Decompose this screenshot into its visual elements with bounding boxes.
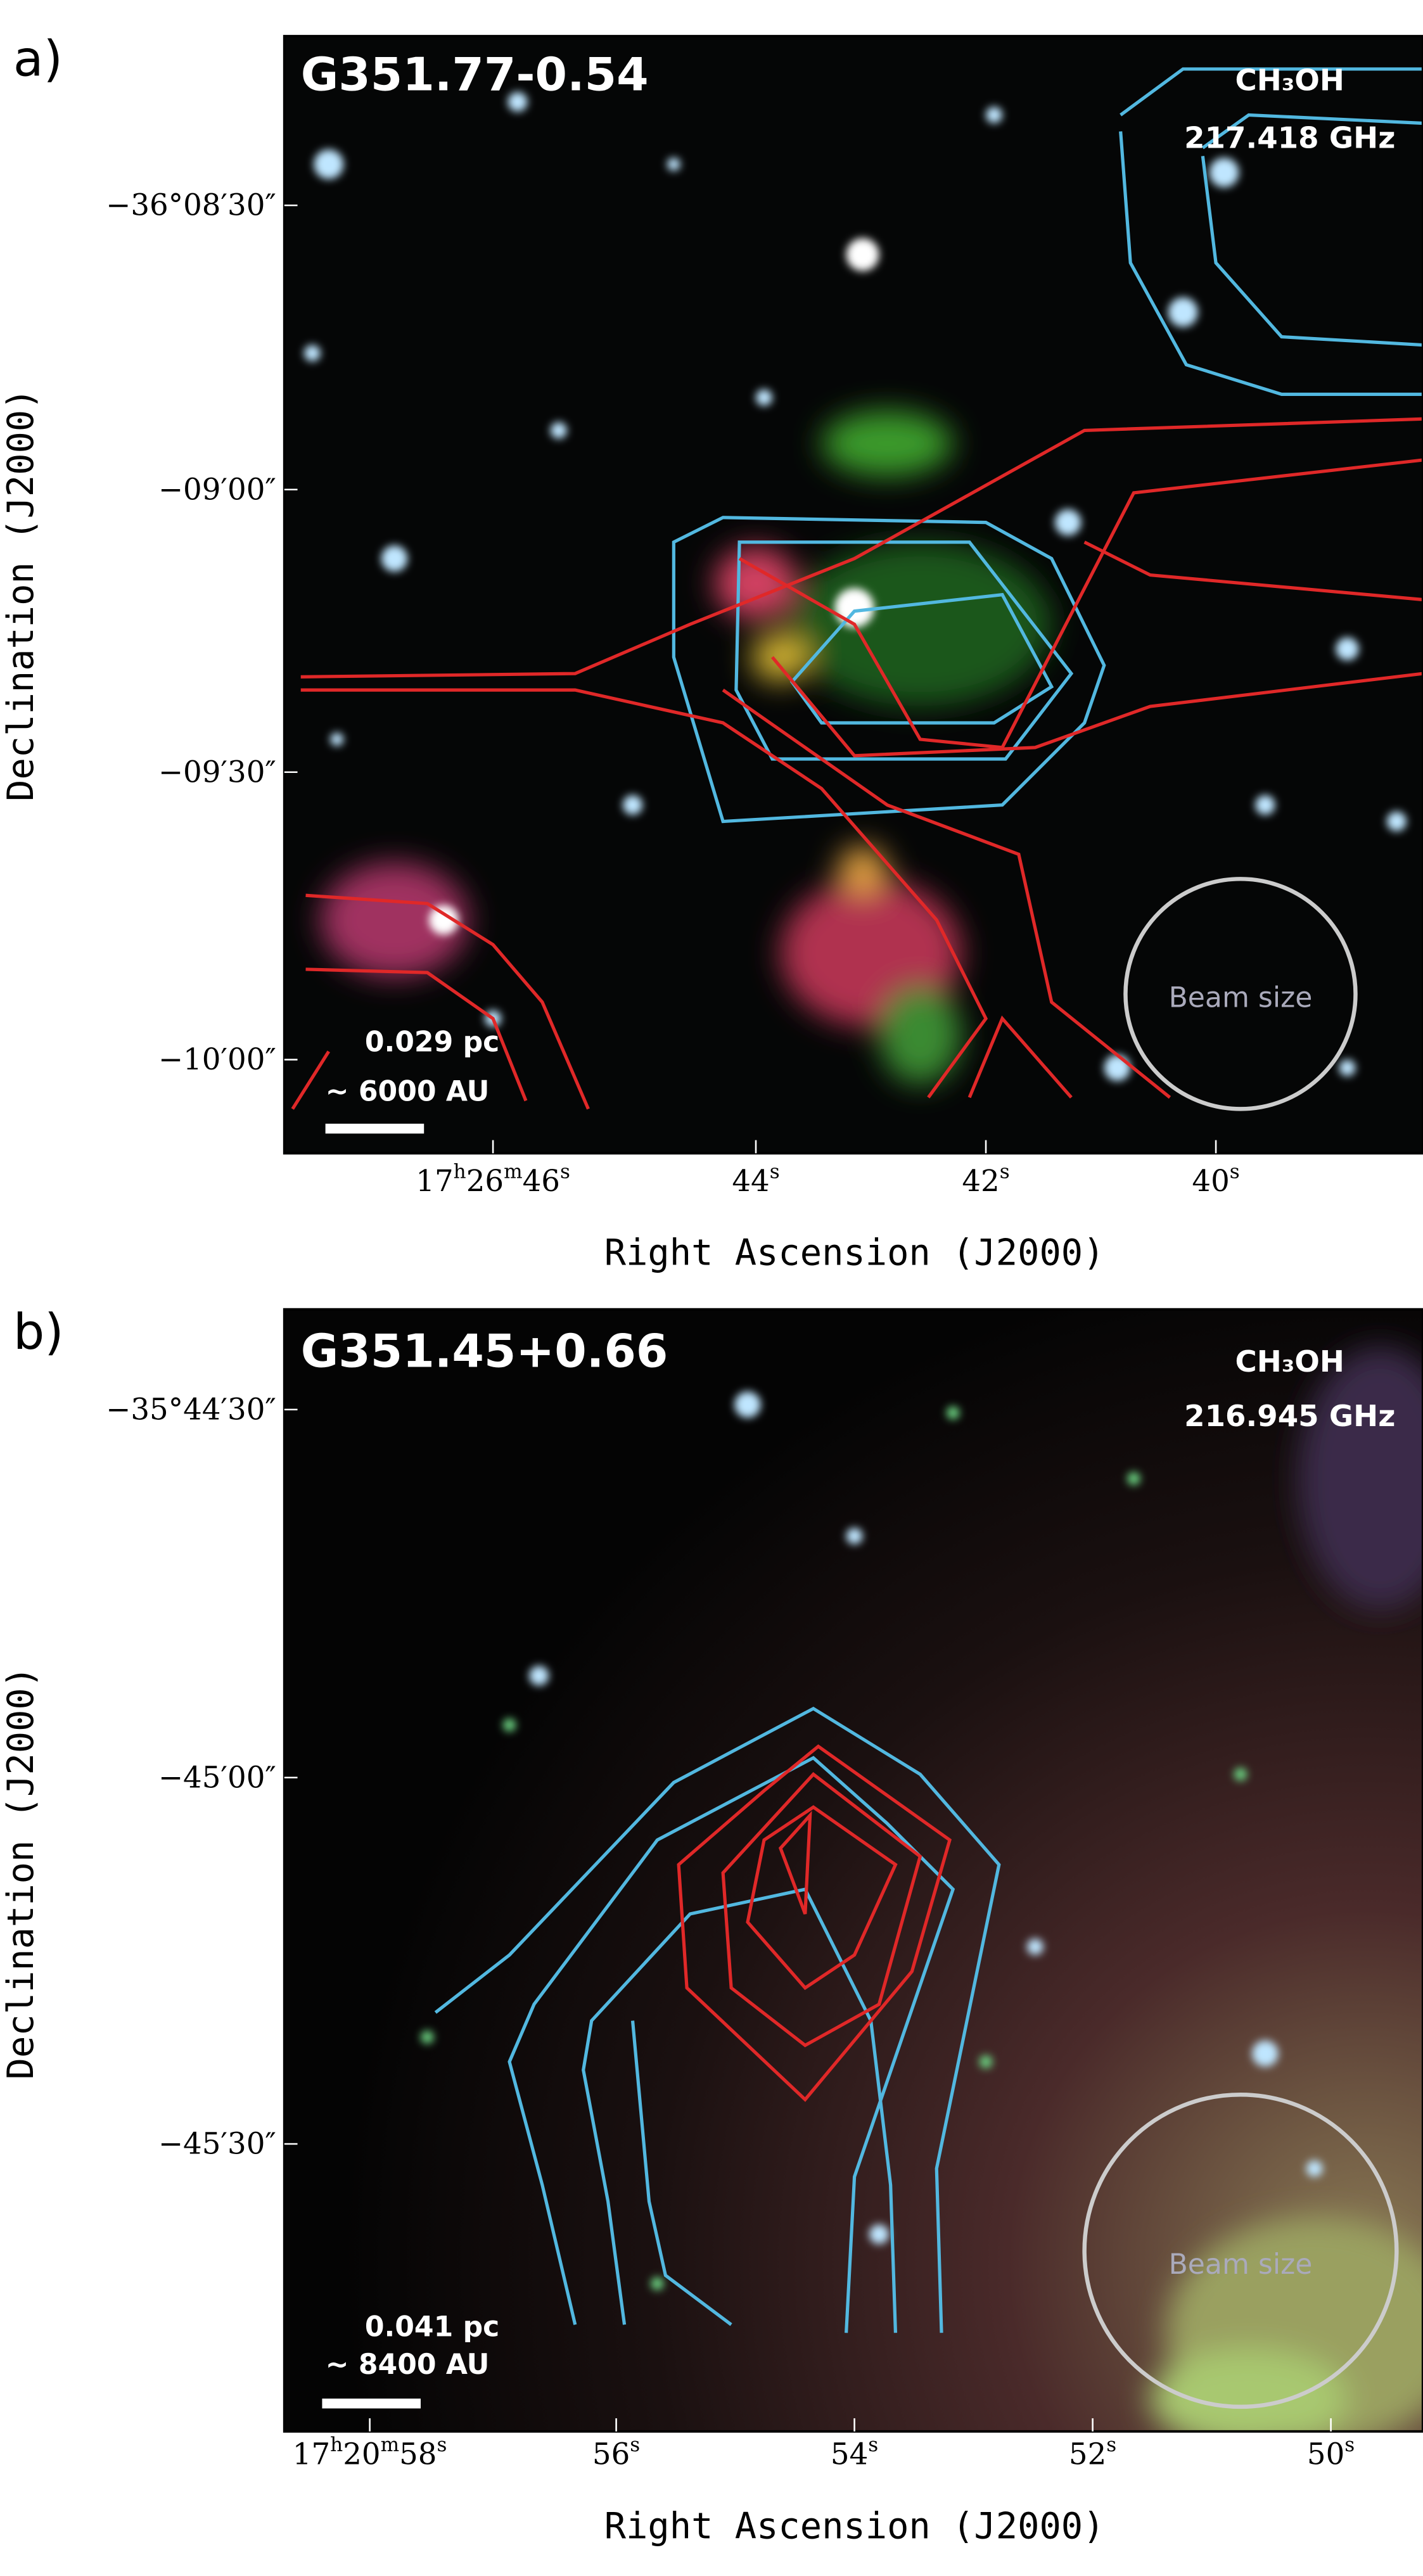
tick-unit: s bbox=[630, 2433, 640, 2456]
y-tick-label: −36°08′30″ bbox=[106, 189, 276, 223]
panel-label: b) bbox=[13, 1304, 64, 1361]
y-axis-label: Declination (J2000) bbox=[0, 388, 42, 801]
tick-unit: s bbox=[1106, 2433, 1116, 2456]
tick-number: 26 bbox=[466, 1164, 504, 1199]
x-axis-label: Right Ascension (J2000) bbox=[604, 1232, 1105, 1274]
frequency: 216.945 GHz bbox=[1184, 1400, 1395, 1434]
tick-unit: m bbox=[504, 1160, 523, 1183]
frequency: 217.418 GHz bbox=[1184, 121, 1395, 155]
tick-number: 17 bbox=[416, 1164, 453, 1199]
image-b bbox=[284, 1309, 1423, 2432]
tick-number: 50 bbox=[1307, 2438, 1344, 2472]
tick-unit: m bbox=[381, 2433, 400, 2456]
tick-unit: s bbox=[437, 2433, 447, 2456]
x-tick-label: 50s bbox=[1307, 2433, 1355, 2472]
x-tick-label: 44s bbox=[732, 1160, 779, 1199]
molecule: CH₃OH bbox=[1235, 64, 1344, 98]
tick-unit: s bbox=[868, 2433, 878, 2456]
beam-label: Beam size bbox=[1169, 2248, 1313, 2281]
y-tick-label: −45′30″ bbox=[158, 2127, 276, 2162]
y-tick-label: −10′00″ bbox=[158, 1043, 276, 1077]
x-tick-label: 54s bbox=[831, 2433, 878, 2472]
molecule: CH₃OH bbox=[1235, 1345, 1344, 1379]
panel-label: a) bbox=[13, 30, 63, 87]
x-tick-label: 52s bbox=[1069, 2433, 1116, 2472]
scale-pc: 0.029 pc bbox=[365, 1026, 499, 1059]
tick-unit: s bbox=[1000, 1160, 1010, 1183]
tick-number: 20 bbox=[343, 2438, 380, 2472]
y-axis-label: Declination (J2000) bbox=[0, 1666, 42, 2079]
source-name: G351.77-0.54 bbox=[301, 49, 649, 102]
tick-unit: s bbox=[1344, 2433, 1355, 2456]
x-tick-label: 56s bbox=[592, 2433, 640, 2472]
tick-number: 52 bbox=[1069, 2438, 1106, 2472]
scale-au: ~ 8400 AU bbox=[326, 2349, 490, 2381]
x-axis-label: Right Ascension (J2000) bbox=[604, 2505, 1105, 2547]
tick-number: 56 bbox=[592, 2438, 630, 2472]
beam-label: Beam size bbox=[1169, 982, 1313, 1014]
tick-number: 40 bbox=[1192, 1164, 1229, 1199]
y-tick-label: −35°44′30″ bbox=[106, 1393, 276, 1427]
tick-number: 58 bbox=[399, 2438, 437, 2472]
tick-number: 54 bbox=[831, 2438, 868, 2472]
y-tick-label: −09′30″ bbox=[158, 755, 276, 789]
tick-number: 46 bbox=[523, 1164, 560, 1199]
scale-au: ~ 6000 AU bbox=[326, 1075, 490, 1107]
tick-unit: s bbox=[770, 1160, 780, 1183]
y-tick-label: −45′00″ bbox=[158, 1761, 276, 1795]
tick-number: 44 bbox=[732, 1164, 769, 1199]
x-tick-label: 42s bbox=[962, 1160, 1009, 1199]
x-tick-label: 17h20m58s bbox=[293, 2433, 447, 2472]
x-tick-label: 40s bbox=[1192, 1160, 1239, 1199]
tick-unit: h bbox=[454, 1160, 466, 1183]
y-tick-label: −09′00″ bbox=[158, 473, 276, 507]
tick-unit: s bbox=[560, 1160, 570, 1183]
scale-pc: 0.041 pc bbox=[365, 2311, 499, 2343]
tick-unit: s bbox=[1230, 1160, 1240, 1183]
tick-unit: h bbox=[330, 2433, 343, 2456]
source-name: G351.45+0.66 bbox=[301, 1325, 668, 1378]
tick-number: 42 bbox=[962, 1164, 999, 1199]
x-tick-label: 17h26m46s bbox=[416, 1160, 570, 1199]
tick-number: 17 bbox=[293, 2438, 330, 2472]
image-a bbox=[284, 36, 1423, 1154]
